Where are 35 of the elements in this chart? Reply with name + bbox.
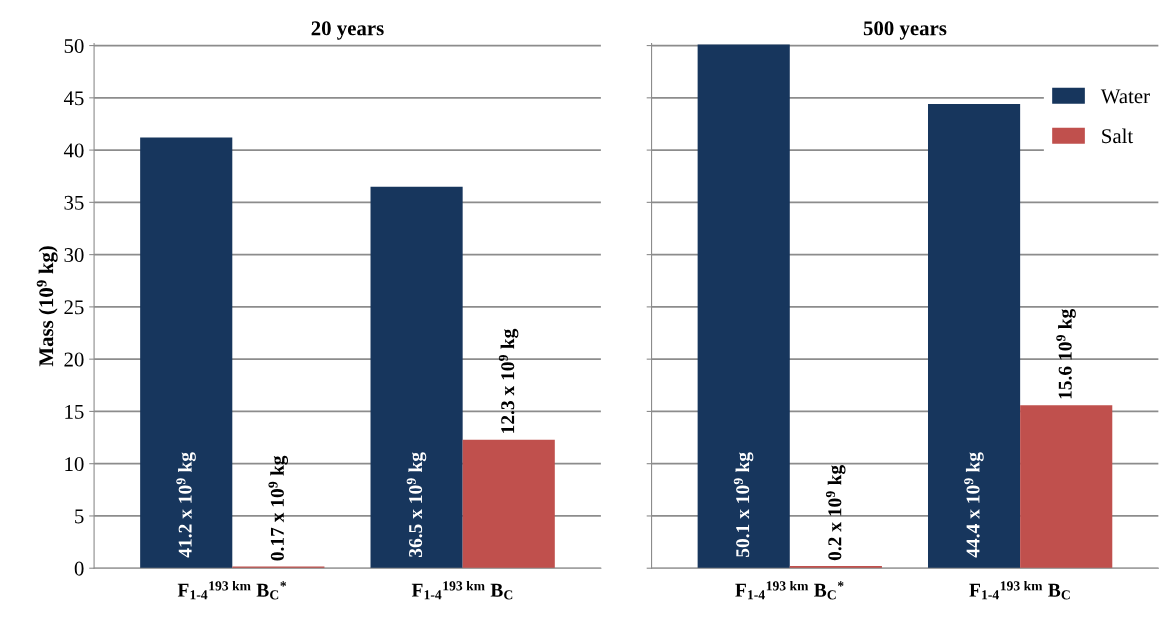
x-tick-label: F$_{1-4}$$^{193 km}$ B$_{C}$ <box>969 580 1070 600</box>
bar <box>370 186 463 569</box>
chart-title: 20 years <box>311 21 384 40</box>
data-label: 36.5 x 10$^{9}$ kg <box>406 452 427 557</box>
data-label: 0.2 x 10$^{9}$ kg <box>825 465 846 561</box>
y-tick-label: 50 <box>64 38 84 53</box>
bar <box>697 44 790 569</box>
y-axis-title: Mass (10$^{9}$ kg) <box>36 246 58 367</box>
y-tick-label: 40 <box>63 143 84 158</box>
y-tick-label: 30 <box>64 248 84 263</box>
y-tick-label: 10 <box>65 457 84 472</box>
y-tick-label: 15 <box>65 404 84 419</box>
data-label: 41.2 x 10$^{9}$ kg <box>176 452 196 558</box>
x-tick-label: F$_{1-4}$$^{193 km}$ B$_{C}$ <box>411 580 513 600</box>
chart-title: 500 years <box>863 21 947 40</box>
x-tick-label: F$_{1-4}$$^{193 km}$ B$_{C}$$^{*}$ <box>735 580 844 600</box>
legend-label: Salt <box>1102 128 1134 144</box>
data-label: 44.4 x 10$^{9}$ kg <box>964 452 984 558</box>
bar <box>462 439 555 569</box>
y-tick-label: 45 <box>63 91 84 106</box>
data-label: 0.17 x 10$^{9}$ kg <box>268 455 289 561</box>
x-tick-label: F$_{1-4}$$^{193 km}$ B$_{C}$$^{*}$ <box>177 580 287 600</box>
bar <box>140 137 233 569</box>
y-tick-label: 20 <box>64 352 84 367</box>
data-label: 15.6 10$^{9}$ kg <box>1056 308 1076 399</box>
bar <box>789 566 882 569</box>
bar <box>1020 405 1113 569</box>
bar <box>928 104 1021 569</box>
data-label: 12.3 x 10$^{9}$ kg <box>498 328 519 433</box>
legend-label: Water <box>1100 89 1150 104</box>
data-label: 50.1 x 10$^{9}$ kg <box>733 452 754 557</box>
y-tick-label: 25 <box>64 300 84 315</box>
y-tick-label: 0 <box>74 561 84 576</box>
y-tick-label: 35 <box>64 195 84 210</box>
y-tick-label: 5 <box>75 509 84 524</box>
